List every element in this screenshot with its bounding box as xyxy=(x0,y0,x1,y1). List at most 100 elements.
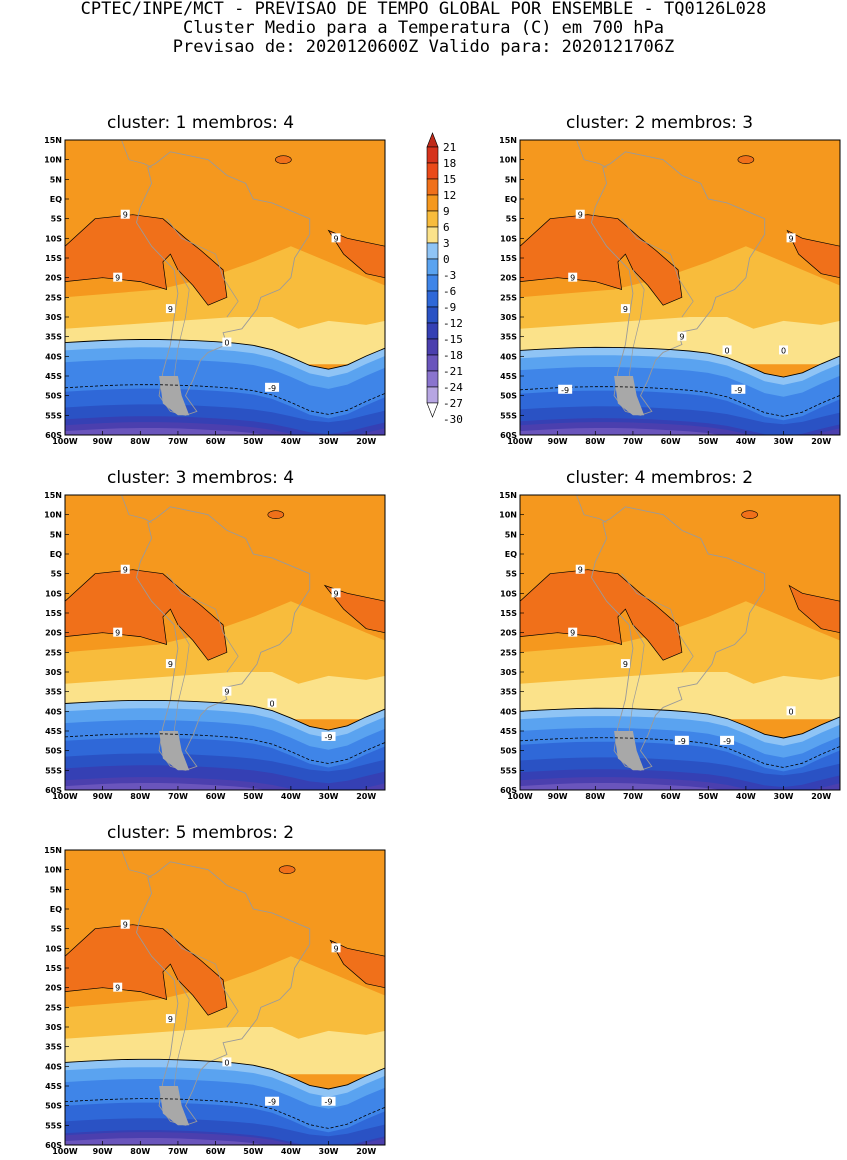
x-tick-label: 60W xyxy=(206,437,226,446)
contour-label: -9 xyxy=(268,1098,276,1107)
x-tick-label: 100W xyxy=(52,792,78,801)
contour-label-bg xyxy=(575,209,585,219)
y-tick-label: 20S xyxy=(45,984,62,993)
x-tick-label: 70W xyxy=(168,437,188,446)
contour-0c xyxy=(520,707,840,739)
contour-label-bg xyxy=(113,272,123,282)
contour-label: 9 xyxy=(123,921,128,930)
contour-label: 9 xyxy=(115,274,120,283)
y-tick-label: 30S xyxy=(45,668,62,677)
x-tick-label: 100W xyxy=(52,1147,78,1156)
x-tick-label: 80W xyxy=(130,792,150,801)
field-12c xyxy=(65,924,228,1016)
y-tick-label: 10N xyxy=(44,866,62,875)
y-tick-label: 10S xyxy=(45,944,62,953)
page-header: CPTEC/INPE/MCT - PREVISAO DE TEMPO GLOBA… xyxy=(0,0,847,57)
contour-label-bg xyxy=(786,233,796,243)
y-tick-label: 5S xyxy=(506,215,518,224)
contour-label: 9 xyxy=(623,660,628,669)
contour-label: 0 xyxy=(781,346,786,355)
y-tick-label: 5S xyxy=(51,215,63,224)
x-tick-label: 90W xyxy=(93,437,113,446)
y-tick-label: 50S xyxy=(45,747,62,756)
land-patagonia xyxy=(614,731,645,771)
border-lines xyxy=(173,624,190,732)
y-tick-label: EQ xyxy=(505,195,517,204)
x-tick-label: 100W xyxy=(507,437,533,446)
contour-minus9c xyxy=(520,386,840,417)
y-tick-label: 15S xyxy=(45,964,62,973)
x-tick-label: 50W xyxy=(243,1147,263,1156)
y-tick-label: 20S xyxy=(45,274,62,283)
colorbar-swatch xyxy=(426,322,439,340)
x-tick-label: 20W xyxy=(356,792,376,801)
contour-label: 9 xyxy=(570,274,575,283)
contour-label-bg xyxy=(331,233,341,243)
border-lines xyxy=(628,624,645,732)
y-tick-label: EQ xyxy=(50,195,62,204)
contour-0c xyxy=(65,699,385,731)
x-tick-label: 50W xyxy=(698,792,718,801)
temperature-colorbar: 21 18 15 12 9 6 3 0 -3 -6 -9 -12 -15 -18 -21 -24 -27 -30 xyxy=(426,132,463,426)
header-line-1: CPTEC/INPE/MCT - PREVISAO DE TEMPO GLOBA… xyxy=(80,0,767,19)
y-tick-label: 45S xyxy=(45,1082,62,1091)
x-tick-label: 50W xyxy=(243,792,263,801)
field-12c-atlantic xyxy=(788,584,840,634)
contour-label-bg xyxy=(722,345,732,355)
y-tick-label: 5N xyxy=(50,530,62,539)
colorbar-swatch xyxy=(426,338,439,356)
colorbar-label: -27 xyxy=(443,397,463,410)
y-tick-label: EQ xyxy=(505,550,517,559)
y-tick-label: 15N xyxy=(44,491,62,500)
map-panel-cluster-2: 9 9 9 9 9 0 0 -9 -9 15N 10N 5N EQ 5S 10S 15S 20S 25S 30S 35… xyxy=(499,136,841,446)
colorbar-label: 3 xyxy=(443,237,450,250)
x-tick-label: 30W xyxy=(319,1147,339,1156)
x-tick-label: 90W xyxy=(548,437,568,446)
border-lines xyxy=(173,979,190,1087)
contour-label: 0 xyxy=(224,339,229,348)
y-tick-label: EQ xyxy=(50,905,62,914)
colorbar-swatch xyxy=(426,162,439,180)
y-tick-label: 20S xyxy=(500,629,517,638)
y-tick-label: 55S xyxy=(45,1121,62,1130)
contour-label-bg xyxy=(620,304,630,314)
map-panel-cluster-5: 9 9 9 9 0 -9 -9 15N 10N 5N EQ 5S 10S 15S 20S 25S 30S 35S 4… xyxy=(44,846,386,1156)
panel-title-cluster-4: cluster: 4 membros: 2 xyxy=(566,468,754,488)
land-patagonia xyxy=(159,731,190,771)
border-lines xyxy=(628,269,645,377)
x-tick-label: 100W xyxy=(52,437,78,446)
x-tick-label: 40W xyxy=(281,1147,301,1156)
x-tick-label: 70W xyxy=(168,1147,188,1156)
contour-label-bg xyxy=(222,337,232,347)
contour-label-bg xyxy=(575,564,585,574)
y-tick-label: 40S xyxy=(45,352,62,361)
y-tick-label: 60S xyxy=(500,431,517,440)
panel-title-cluster-3: cluster: 3 membros: 4 xyxy=(107,468,295,488)
contour-label-bg xyxy=(265,1096,280,1106)
field-12c-atlantic xyxy=(327,229,385,279)
y-tick-label: 15N xyxy=(44,136,62,145)
contour-label: 9 xyxy=(168,305,173,314)
colorbar-label: 18 xyxy=(443,157,456,170)
x-tick-label: 80W xyxy=(585,792,605,801)
field-12c-north xyxy=(275,155,292,164)
y-tick-label: 35S xyxy=(500,688,517,697)
y-tick-label: 55S xyxy=(45,411,62,420)
contour-label-bg xyxy=(731,384,746,394)
contour-label-bg xyxy=(779,345,789,355)
colorbar-label: -12 xyxy=(443,317,463,330)
x-tick-label: 40W xyxy=(281,437,301,446)
colorbar-label: -21 xyxy=(443,365,463,378)
y-tick-label: 10S xyxy=(500,234,517,243)
contour-label: 0 xyxy=(789,707,794,716)
border-lines xyxy=(173,269,190,377)
y-tick-label: 5N xyxy=(505,175,517,184)
contour-label-bg xyxy=(165,304,175,314)
land-patagonia xyxy=(614,376,645,416)
colorbar-swatch xyxy=(426,386,439,404)
contour-label-bg xyxy=(720,735,735,745)
border-lines xyxy=(166,928,239,1028)
colorbar-swatch xyxy=(426,354,439,372)
contour-label-bg xyxy=(321,731,336,741)
colorbar-label: 6 xyxy=(443,221,450,234)
